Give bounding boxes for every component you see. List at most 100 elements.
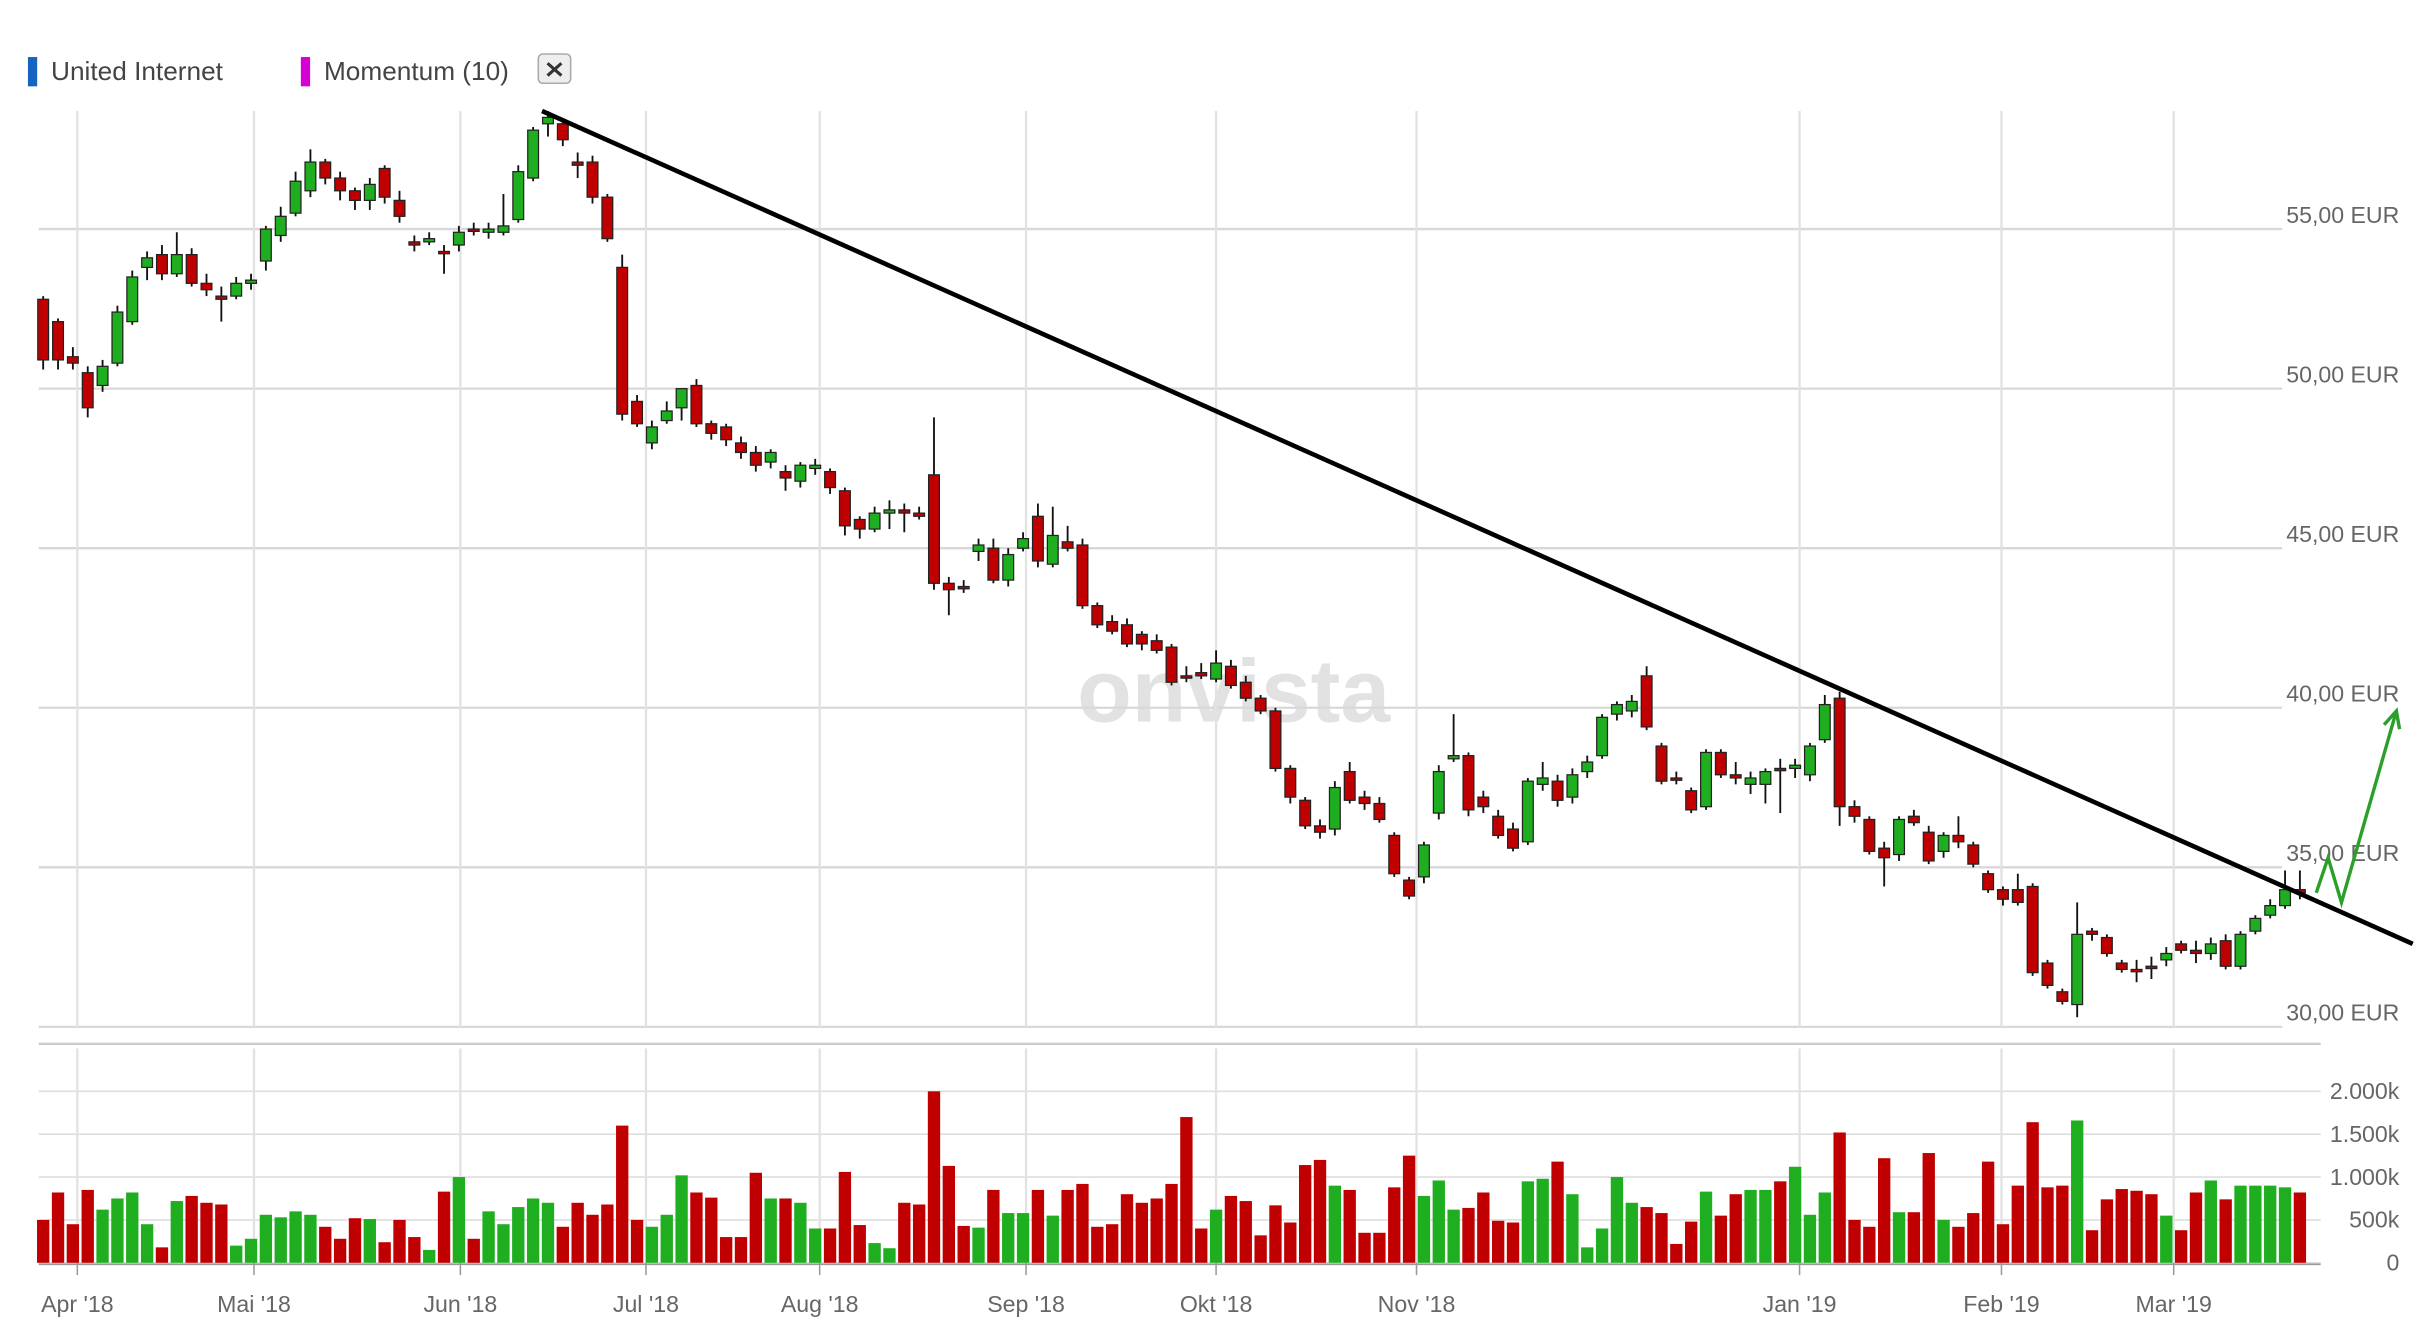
volume-bar <box>1566 1194 1579 1263</box>
candle-body <box>734 442 747 454</box>
volume-bar <box>37 1219 50 1263</box>
candle-body <box>527 129 540 179</box>
volume-bar <box>838 1171 852 1263</box>
candle-body <box>2041 962 2054 987</box>
candle-body <box>1818 703 1831 741</box>
volume-bar <box>363 1219 376 1263</box>
volume-bar <box>1581 1247 1594 1263</box>
candle-body <box>2115 962 2128 971</box>
legend-close-button[interactable] <box>537 53 572 85</box>
candle-body <box>1581 761 1594 773</box>
volume-bar <box>81 1189 94 1263</box>
volume-bar <box>1952 1226 1965 1263</box>
volume-bar <box>1699 1191 1713 1263</box>
volume-bar <box>1432 1180 1445 1263</box>
volume-bar <box>719 1237 733 1263</box>
candle-body <box>586 161 599 198</box>
volume-bar <box>1759 1189 1772 1263</box>
volume-bar <box>2278 1187 2292 1263</box>
candle-body <box>200 282 213 291</box>
volume-bar <box>764 1198 777 1263</box>
volume-bar <box>1803 1214 1817 1263</box>
legend-label: United Internet <box>51 56 224 86</box>
candle-body <box>690 384 703 425</box>
candle-body <box>1982 873 1995 891</box>
candle-body <box>215 295 228 300</box>
volume-bar <box>2174 1230 2188 1263</box>
candle-body <box>1521 780 1534 843</box>
candle-body <box>838 490 851 527</box>
trend-drawing <box>2314 710 2399 909</box>
volume-bar <box>1002 1213 1015 1263</box>
y-tick-label: 45,00 EUR <box>2286 521 2399 547</box>
volume-bar <box>1061 1189 1074 1263</box>
candle-body <box>868 512 881 530</box>
volume-bar <box>289 1211 302 1263</box>
y-tick-label: 50,00 EUR <box>2286 361 2399 387</box>
volume-bar <box>452 1177 466 1263</box>
candle-body <box>1744 777 1757 785</box>
candle-body <box>1610 703 1623 715</box>
candle-body <box>2011 889 2024 904</box>
volume-bar <box>927 1091 941 1263</box>
candle-body <box>1492 815 1505 837</box>
candle-body <box>111 311 124 364</box>
volume-bar <box>630 1219 644 1263</box>
volume-bar <box>1447 1209 1460 1263</box>
candle-body <box>1477 796 1490 808</box>
candle-body <box>1462 755 1475 811</box>
volume-bar <box>2115 1189 2128 1263</box>
candle-body <box>1803 745 1816 776</box>
y-tick-label: 35,00 EUR <box>2286 840 2399 866</box>
candle-body <box>1017 538 1030 549</box>
candle-body <box>185 253 198 284</box>
volume-bar <box>556 1226 569 1263</box>
volume-bar <box>1655 1213 1668 1263</box>
candle-body <box>393 199 406 217</box>
volume-bar <box>1878 1158 1891 1263</box>
volume-bar <box>1388 1187 1401 1263</box>
volume-bar <box>1165 1183 1178 1263</box>
volume-bar <box>1551 1161 1564 1263</box>
volume-bar <box>1135 1202 1149 1263</box>
candle-body <box>1833 697 1846 808</box>
volume-bar <box>2071 1120 2084 1263</box>
volume-bar <box>779 1198 792 1263</box>
candle-body <box>972 544 985 553</box>
volume-bar <box>645 1226 659 1263</box>
candle-body <box>37 298 50 361</box>
volume-bar <box>1685 1221 1698 1263</box>
volume-bar <box>497 1224 510 1263</box>
volume-bar <box>437 1191 451 1263</box>
volume-bar <box>1996 1224 2010 1263</box>
candle-body <box>779 470 792 479</box>
volume-bar <box>1298 1165 1312 1263</box>
candle-body <box>1700 751 1713 808</box>
volume-bar <box>690 1192 703 1263</box>
volume-bar <box>1284 1222 1297 1263</box>
volume-bar <box>1239 1201 1252 1263</box>
volume-bar <box>1774 1181 1787 1263</box>
volume-bar <box>675 1175 688 1263</box>
legend: United Internet Momentum (10) <box>27 56 509 87</box>
candle-body <box>1937 834 1950 852</box>
candle-body <box>1996 889 2009 900</box>
legend-swatch <box>27 57 38 87</box>
volume-bar <box>1670 1243 1683 1263</box>
volume-bar <box>942 1165 956 1263</box>
candle-body <box>245 279 258 284</box>
volume-bar <box>541 1202 555 1263</box>
volume-bar <box>408 1237 421 1263</box>
candle-body <box>1388 834 1401 875</box>
candle-body <box>1165 646 1178 683</box>
candle-body <box>927 474 941 584</box>
candle-body <box>497 225 510 233</box>
volume-bar <box>1833 1132 1846 1263</box>
volume-bar <box>1625 1202 1638 1263</box>
candle-body <box>512 171 525 221</box>
volume-bar <box>244 1238 258 1263</box>
candle-body <box>601 196 614 240</box>
candle-body <box>1313 825 1327 833</box>
volume-bar <box>333 1238 347 1263</box>
